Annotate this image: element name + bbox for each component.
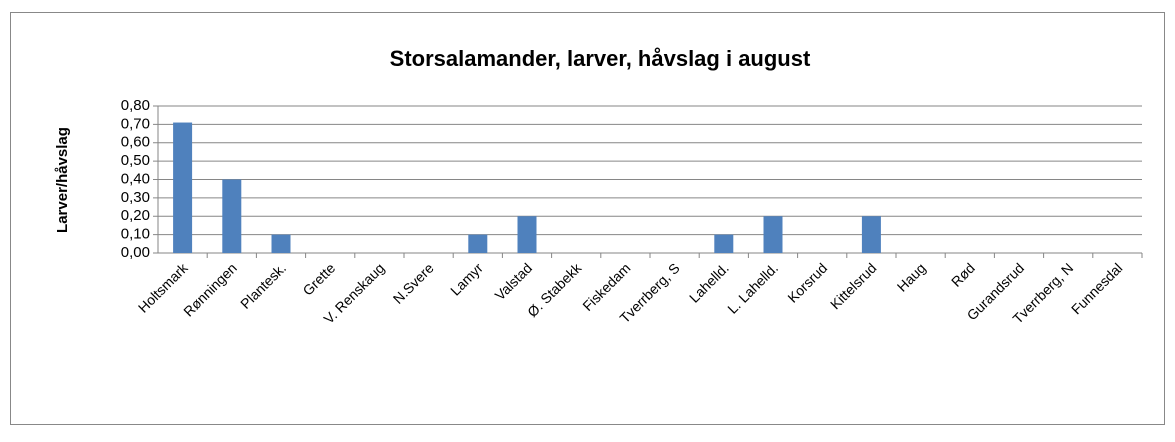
y-tick-label: 0,60 xyxy=(121,134,150,151)
bar xyxy=(861,216,881,253)
y-axis-label: Larver/håvslag xyxy=(54,127,71,233)
bar xyxy=(714,234,734,253)
y-tick-label: 0,80 xyxy=(121,97,150,114)
chart-border xyxy=(10,12,1165,425)
y-tick-label: 0,20 xyxy=(121,207,150,224)
bar xyxy=(222,179,242,253)
bar xyxy=(763,216,783,253)
y-tick-label: 0,10 xyxy=(121,226,150,243)
y-tick-label: 0,70 xyxy=(121,115,150,132)
bar xyxy=(271,234,291,253)
bar xyxy=(173,122,193,253)
y-tick-label: 0,50 xyxy=(121,152,150,169)
y-tick-label: 0,30 xyxy=(121,189,150,206)
y-tick-label: 0,00 xyxy=(121,244,150,261)
bar xyxy=(468,234,488,253)
chart-title: Storsalamander, larver, håvslag i august xyxy=(390,46,811,71)
y-tick-label: 0,40 xyxy=(121,170,150,187)
bar xyxy=(517,216,537,253)
